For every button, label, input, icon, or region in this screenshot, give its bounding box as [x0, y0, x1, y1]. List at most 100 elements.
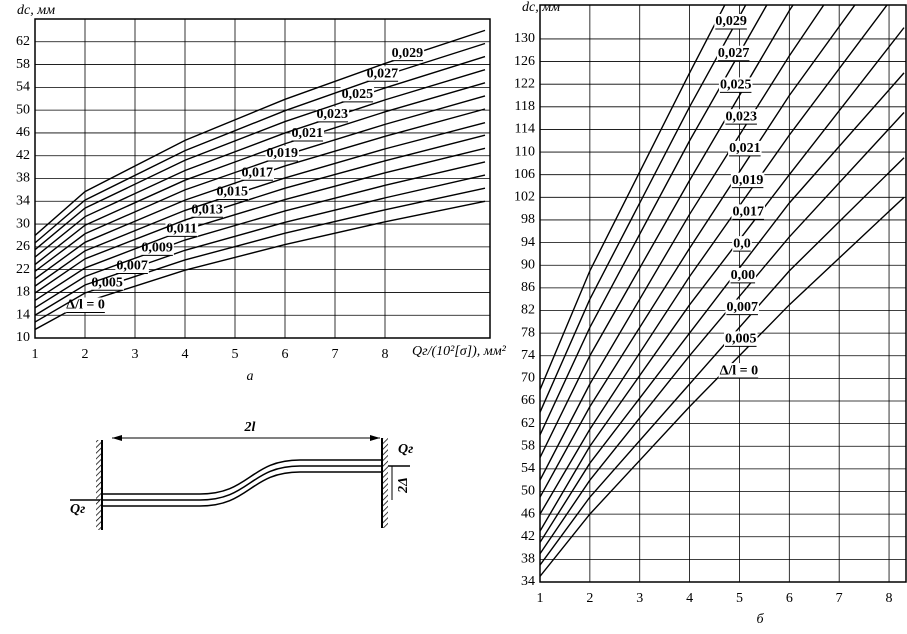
curve — [35, 174, 486, 316]
y-tick-label: 58 — [521, 438, 535, 453]
label-bg — [315, 106, 350, 122]
label-bg — [290, 125, 325, 141]
y-tick-label: 10 — [16, 330, 30, 345]
y-tick-label: 42 — [521, 529, 535, 544]
curve — [540, 5, 888, 515]
y-tick-label: 62 — [16, 34, 30, 49]
y-tick-label: 14 — [16, 307, 30, 322]
y-tick-label: 66 — [521, 393, 535, 408]
curve — [540, 27, 905, 532]
curve — [540, 72, 905, 543]
label-bg — [718, 77, 753, 93]
x-tick-label: 2 — [82, 347, 89, 362]
label-bg — [65, 297, 106, 313]
y-tick-label: 114 — [515, 122, 535, 137]
curve-label: 0,017 — [732, 205, 764, 220]
curve — [35, 82, 486, 266]
y-tick-label: 118 — [515, 99, 535, 114]
caption: а — [247, 369, 254, 384]
y-tick-label: 18 — [16, 285, 30, 300]
y-tick-label: 78 — [521, 325, 535, 340]
y-tick-label: 94 — [521, 235, 535, 250]
curve-label: 0,021 — [292, 126, 324, 141]
x-tick-label: 5 — [736, 591, 743, 606]
diagram: 2l Qг Qг 2Δ — [70, 420, 413, 530]
curve — [35, 95, 486, 272]
curve-label: Δ/l = 0 — [720, 363, 759, 378]
y-tick-label: 62 — [521, 416, 535, 431]
curve-label: 0,027 — [367, 67, 399, 82]
curve — [35, 161, 486, 309]
y-tick-label: 34 — [521, 574, 535, 589]
y-axis-label: dс, мм — [17, 3, 55, 18]
right-wall — [382, 438, 388, 528]
curve — [35, 108, 486, 280]
y-tick-label: 54 — [16, 80, 30, 95]
y-tick-label: 38 — [521, 552, 535, 567]
label-bg — [365, 66, 400, 82]
label-bg — [729, 267, 757, 283]
label-bg — [265, 145, 299, 161]
label-bg — [730, 172, 765, 188]
curve-label: 0,00 — [731, 268, 756, 283]
curve — [35, 55, 486, 251]
curve-label: 0,029 — [392, 46, 424, 61]
y-tick-label: 106 — [514, 167, 535, 182]
y-tick-label: 54 — [521, 461, 535, 476]
x-tick-label: 1 — [537, 591, 544, 606]
curve-label: 0,013 — [191, 203, 223, 218]
curve-label: 0,015 — [216, 185, 248, 200]
x-tick-label: 4 — [686, 591, 693, 606]
curve-label: 0,029 — [715, 14, 747, 29]
label-bg — [725, 299, 759, 315]
y-tick-label: 50 — [16, 102, 30, 117]
y-tick-label: 122 — [514, 76, 535, 91]
rod — [102, 459, 382, 495]
y-tick-label: 126 — [514, 54, 535, 69]
y-tick-label: 34 — [16, 194, 30, 209]
label-bg — [716, 45, 751, 61]
label-bg — [215, 184, 249, 200]
y-tick-label: 26 — [16, 239, 30, 254]
curve-label: 0,005 — [725, 332, 757, 347]
x-tick-label: 7 — [332, 347, 339, 362]
x-tick-label: 6 — [786, 591, 793, 606]
curve — [35, 187, 486, 323]
y-tick-label: 30 — [16, 216, 30, 231]
curve-label: 0,009 — [141, 241, 173, 256]
curve — [540, 157, 905, 566]
x-tick-label: 1 — [32, 347, 39, 362]
x-tick-label: 6 — [282, 347, 289, 362]
y-tick-label: 58 — [16, 57, 30, 72]
curve-label: 0,021 — [729, 141, 761, 156]
curve — [540, 5, 747, 413]
rod — [102, 465, 382, 501]
label-bg — [718, 363, 760, 379]
label-bg — [724, 331, 758, 347]
y-tick-label: 46 — [521, 506, 535, 521]
x-tick-label: 4 — [182, 347, 189, 362]
y-tick-label: 82 — [521, 303, 535, 318]
force-label: Qг — [398, 442, 413, 457]
x-tick-label: 2 — [586, 591, 593, 606]
x-tick-label: 8 — [886, 591, 893, 606]
curve — [35, 69, 486, 258]
y-tick-label: 46 — [16, 125, 30, 140]
y-tick-label: 70 — [521, 371, 535, 386]
curve-label: 0,019 — [732, 173, 764, 188]
y-tick-label: 42 — [16, 148, 30, 163]
y-tick-label: 90 — [521, 257, 535, 272]
curve-label: 0,019 — [267, 146, 299, 161]
curve-label: 0,0 — [733, 236, 751, 251]
curve-label: 0,023 — [725, 109, 757, 124]
y-tick-label: 130 — [514, 31, 535, 46]
curve — [540, 196, 905, 577]
curve — [35, 42, 486, 244]
x-tick-label: 7 — [836, 591, 843, 606]
curve — [540, 5, 825, 481]
label-bg — [240, 165, 274, 181]
curve — [540, 5, 726, 390]
curve-label: 0,017 — [241, 165, 273, 180]
label-bg — [732, 236, 752, 252]
x-axis-label: Qг/(10²[σ]), мм² — [412, 344, 507, 359]
